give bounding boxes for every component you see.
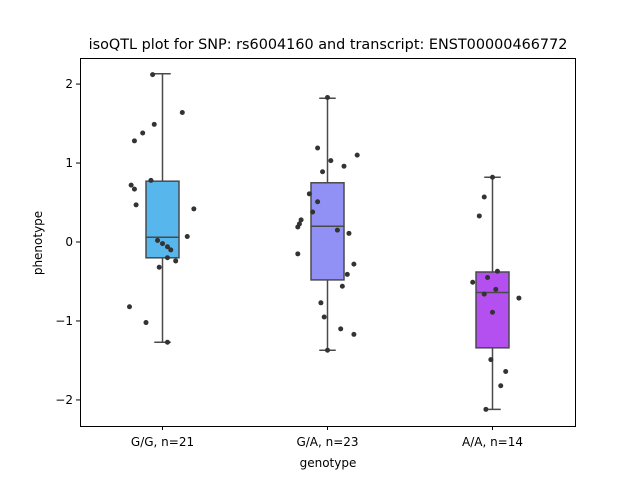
chart-title: isoQTL plot for SNP: rs6004160 and trans… (89, 37, 568, 53)
x-tick-label: A/A, n=14 (462, 435, 523, 449)
data-point (344, 271, 350, 277)
data-point (503, 369, 509, 375)
data-point (315, 199, 321, 205)
data-point (191, 206, 197, 212)
data-point (155, 237, 161, 243)
data-point (143, 320, 149, 326)
data-point (341, 163, 347, 169)
x-tick-label: G/G, n=21 (131, 435, 194, 449)
data-point (481, 291, 487, 297)
data-point (184, 233, 190, 239)
data-point (321, 314, 327, 320)
y-tick-label: −2 (55, 393, 73, 407)
data-point (150, 72, 156, 78)
y-axis-label: phenotype (31, 211, 45, 275)
x-axis-label: genotype (300, 456, 357, 470)
data-point (131, 186, 137, 192)
data-point (338, 326, 344, 332)
data-point (306, 191, 312, 197)
data-point (325, 94, 330, 100)
data-point (328, 158, 334, 164)
data-point (488, 357, 494, 363)
y-tick-label: 1 (65, 156, 73, 170)
data-point (310, 209, 316, 215)
data-point (295, 251, 301, 257)
data-point (128, 182, 134, 188)
box (145, 180, 180, 259)
y-axis: −2 −1 0 1 2 (55, 77, 80, 407)
data-point (164, 244, 170, 250)
data-point (485, 275, 491, 281)
plot-area (127, 72, 522, 412)
y-tick-label: 2 (65, 77, 73, 91)
data-point (315, 145, 321, 151)
data-point (346, 230, 352, 236)
data-point (476, 213, 482, 219)
data-point (127, 304, 132, 310)
data-point (148, 177, 154, 183)
y-tick-label: 0 (65, 235, 73, 249)
data-point (320, 169, 326, 175)
data-point (164, 339, 170, 345)
data-point (140, 130, 146, 136)
data-point (483, 406, 489, 412)
y-tick-label: −1 (55, 314, 73, 328)
data-point (354, 152, 360, 158)
data-point (470, 279, 476, 285)
data-point (490, 174, 495, 180)
data-point (133, 202, 139, 208)
data-point (494, 268, 500, 274)
data-point (131, 138, 137, 144)
data-point (334, 227, 340, 233)
data-point (173, 258, 179, 264)
data-point (325, 347, 330, 353)
data-point (351, 261, 357, 267)
data-point (351, 331, 357, 337)
data-point (516, 295, 522, 301)
data-point (156, 264, 162, 270)
x-tick-label: G/A, n=23 (296, 435, 358, 449)
data-point (481, 194, 487, 200)
data-point (493, 286, 499, 292)
data-point (490, 309, 495, 315)
data-point (160, 241, 165, 247)
plot-frame (80, 58, 576, 427)
data-point (339, 283, 345, 289)
data-point (295, 224, 301, 230)
data-point (318, 300, 324, 306)
data-point (498, 383, 504, 389)
data-point (168, 247, 174, 253)
data-point (179, 109, 185, 115)
data-point (164, 255, 170, 261)
data-point (298, 217, 304, 223)
data-point (151, 121, 157, 127)
